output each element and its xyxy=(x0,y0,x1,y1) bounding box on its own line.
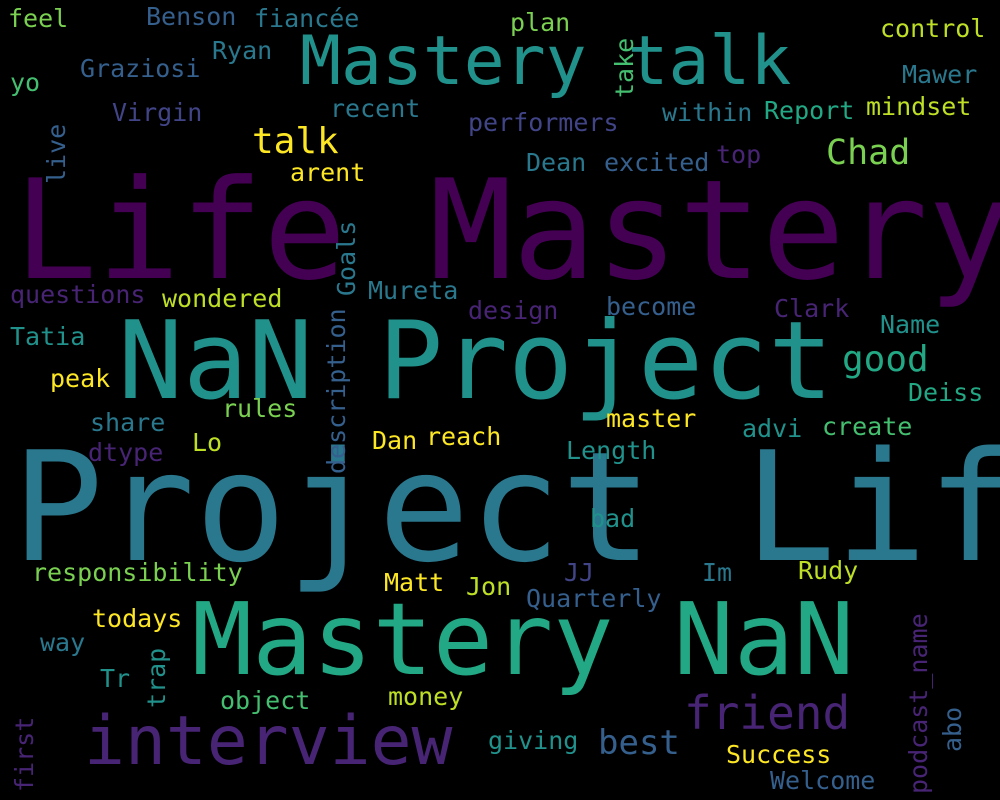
word-quarterly: Quarterly xyxy=(526,584,662,613)
word-graziosi: Graziosi xyxy=(80,54,201,83)
word-ryan: Ryan xyxy=(212,36,273,65)
word-name: Name xyxy=(880,310,941,339)
word-top: top xyxy=(716,140,762,169)
word-dean: Dean xyxy=(526,148,587,177)
word-talk: talk xyxy=(252,121,339,162)
word-within: within xyxy=(662,98,753,127)
word-feel: feel xyxy=(8,4,69,33)
word-deiss: Deiss xyxy=(908,378,984,407)
word-plan: plan xyxy=(510,8,571,37)
word-life-mastery: Life Mastery xyxy=(14,150,1000,311)
word-peak: peak xyxy=(50,364,111,393)
word-money: money xyxy=(388,682,464,711)
word-excited: excited xyxy=(604,148,710,177)
word-clark: Clark xyxy=(774,294,850,323)
word-live: live xyxy=(42,123,71,184)
word-share: share xyxy=(90,408,166,437)
word-length: Length xyxy=(566,436,657,465)
word-responsibility: responsibility xyxy=(32,558,243,587)
word-description: description xyxy=(322,308,351,474)
word-master: master xyxy=(606,404,697,433)
word-reach: reach xyxy=(426,422,502,451)
word-welcome: Welcome xyxy=(770,766,876,795)
word-project-life: Project Life xyxy=(12,419,1000,596)
word-lo: Lo xyxy=(192,428,223,457)
word-way: way xyxy=(40,628,86,657)
word-bad: bad xyxy=(590,504,636,533)
word-yo: yo xyxy=(10,68,41,97)
word-giving: giving xyxy=(488,726,579,755)
word-chad: Chad xyxy=(826,133,911,173)
word-abo: abo xyxy=(938,706,967,752)
word-jon: Jon xyxy=(466,572,512,601)
word-success: Success xyxy=(726,740,832,769)
word-jj: JJ xyxy=(564,558,595,587)
word-virgin: Virgin xyxy=(112,98,203,127)
word-podcast-name: podcast_name xyxy=(904,613,933,794)
word-todays: todays xyxy=(92,604,183,633)
word-goals: Goals xyxy=(332,220,361,296)
word-tr: Tr xyxy=(100,664,131,693)
word-control: control xyxy=(880,14,986,43)
word-arent: arent xyxy=(290,158,366,187)
word-wondered: wondered xyxy=(162,284,283,313)
word-mastery-talk: Mastery talk xyxy=(300,22,792,101)
word-create: create xyxy=(822,412,913,441)
word-design: design xyxy=(468,296,559,325)
word-mastery-nan: Mastery NaN xyxy=(192,581,855,698)
word-best: best xyxy=(598,723,680,763)
word-dtype: dtype xyxy=(88,438,164,467)
word-nan-project: NaN Project xyxy=(118,299,834,424)
word-take: take xyxy=(610,37,639,98)
word-rules: rules xyxy=(222,394,298,423)
word-first: first xyxy=(10,716,39,792)
word-interview: interview xyxy=(84,702,453,781)
word-mawer: Mawer xyxy=(902,60,978,89)
word-im: Im xyxy=(702,558,733,587)
word-trap: trap xyxy=(142,647,171,708)
word-recent: recent xyxy=(330,94,421,123)
word-performers: performers xyxy=(468,108,619,137)
word-mureta: Mureta xyxy=(368,276,459,305)
word-become: become xyxy=(606,292,697,321)
word-mindset: mindset xyxy=(866,92,972,121)
word-tatia: Tatia xyxy=(10,322,86,351)
word-friend: friend xyxy=(684,686,851,740)
word-dan: Dan xyxy=(372,426,418,455)
word-good: good xyxy=(842,339,929,380)
word-rudy: Rudy xyxy=(798,556,859,585)
word-object: object xyxy=(220,686,311,715)
word-report: Report xyxy=(764,96,855,125)
word-advi: advi xyxy=(742,414,803,443)
word-questions: questions xyxy=(10,280,146,309)
word-fiancee: fiancée xyxy=(254,4,360,33)
word-matt: Matt xyxy=(384,568,445,597)
word-benson: Benson xyxy=(146,2,237,31)
